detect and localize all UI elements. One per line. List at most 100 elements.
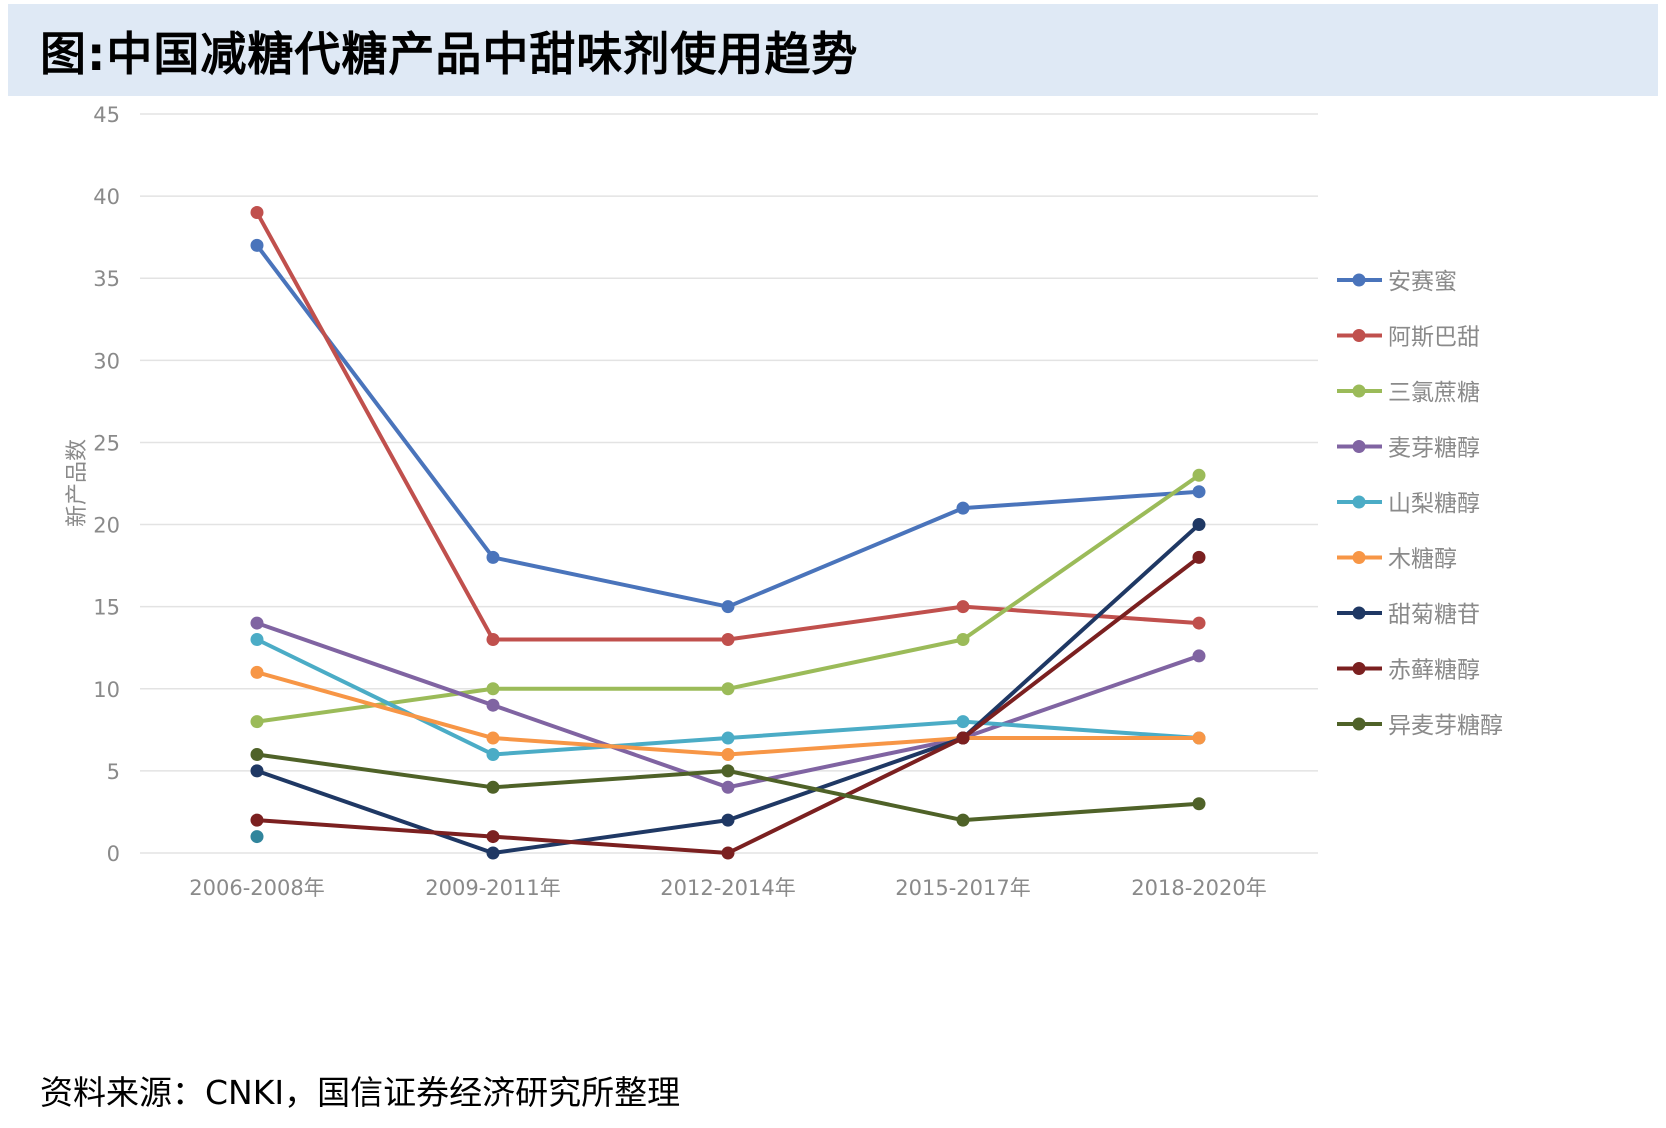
series-lines bbox=[250, 206, 1206, 860]
legend-item: 异麦芽糖醇 bbox=[1337, 713, 1503, 739]
legend-swatch-marker bbox=[1352, 662, 1366, 675]
data-point bbox=[721, 600, 735, 614]
x-tick-label: 2012-2014年 bbox=[660, 876, 795, 900]
legend-label: 山梨糖醇 bbox=[1388, 491, 1480, 517]
legend-item: 山梨糖醇 bbox=[1337, 491, 1480, 517]
data-point bbox=[1192, 468, 1206, 482]
x-tick-label: 2006-2008年 bbox=[189, 876, 324, 900]
x-axis-ticks: 2006-2008年 2009-2011年 2012-2014年 2015-2017年… bbox=[189, 876, 1266, 900]
legend-swatch-marker bbox=[1352, 384, 1366, 398]
series-9 bbox=[250, 747, 1206, 827]
data-point bbox=[956, 715, 970, 729]
data-point bbox=[1192, 485, 1206, 499]
data-point bbox=[250, 764, 264, 778]
x-tick-label: 2015-2017年 bbox=[895, 876, 1030, 900]
series-8 bbox=[250, 550, 1206, 860]
legend-item: 木糖醇 bbox=[1337, 547, 1457, 573]
data-point bbox=[486, 731, 500, 745]
legend-item: 麦芽糖醇 bbox=[1337, 436, 1480, 462]
y-tick-label: 35 bbox=[93, 267, 120, 291]
legend-label: 赤藓糖醇 bbox=[1388, 658, 1480, 684]
series-line bbox=[255, 621, 1201, 790]
y-tick-label: 45 bbox=[93, 103, 120, 127]
data-point bbox=[721, 747, 735, 761]
data-point bbox=[721, 780, 735, 794]
data-point bbox=[1192, 649, 1206, 663]
y-axis-label: 新产品数 bbox=[65, 439, 90, 527]
stray-data-point bbox=[250, 830, 264, 844]
data-point bbox=[486, 747, 500, 761]
data-point bbox=[1192, 518, 1206, 532]
legend-swatch-marker bbox=[1352, 273, 1366, 287]
legend-item: 三氯蔗糖 bbox=[1337, 380, 1480, 406]
legend-swatch-marker bbox=[1352, 329, 1366, 342]
data-point bbox=[486, 830, 500, 844]
data-point bbox=[1192, 731, 1206, 745]
legend-swatch-marker bbox=[1352, 440, 1366, 453]
legend-item: 甜菊糖苷 bbox=[1337, 602, 1480, 628]
data-point bbox=[721, 633, 735, 647]
legend-label: 木糖醇 bbox=[1388, 547, 1457, 573]
data-point bbox=[250, 813, 264, 827]
data-point bbox=[250, 715, 264, 729]
legend-swatch-marker bbox=[1352, 717, 1366, 731]
data-point bbox=[956, 813, 970, 827]
data-point bbox=[486, 846, 500, 860]
y-tick-label: 15 bbox=[93, 596, 120, 620]
data-point bbox=[250, 616, 264, 630]
series-2 bbox=[250, 206, 1206, 647]
y-tick-label: 5 bbox=[107, 760, 120, 784]
legend-label: 麦芽糖醇 bbox=[1388, 436, 1480, 462]
y-tick-label: 25 bbox=[93, 431, 120, 455]
data-point bbox=[721, 682, 735, 696]
data-point bbox=[956, 731, 970, 745]
legend-swatch-marker bbox=[1352, 606, 1366, 620]
data-point bbox=[250, 633, 264, 647]
legend-item: 安赛蜜 bbox=[1337, 269, 1457, 295]
data-point bbox=[250, 747, 264, 761]
legend-label: 异麦芽糖醇 bbox=[1388, 713, 1503, 739]
data-point bbox=[721, 846, 735, 860]
data-point bbox=[486, 633, 500, 647]
data-point bbox=[721, 764, 735, 778]
data-point bbox=[486, 682, 500, 696]
legend-item: 赤藓糖醇 bbox=[1337, 658, 1480, 684]
data-point bbox=[956, 501, 970, 515]
legend-label: 甜菊糖苷 bbox=[1388, 602, 1480, 628]
series-1 bbox=[250, 238, 1206, 614]
data-point bbox=[956, 633, 970, 647]
data-point bbox=[1192, 616, 1206, 630]
page-title: 图:中国减糖代糖产品中甜味剂使用趋势 bbox=[40, 27, 859, 81]
data-point bbox=[250, 206, 264, 220]
legend-item: 阿斯巴甜 bbox=[1337, 325, 1480, 351]
y-tick-label: 10 bbox=[93, 678, 120, 702]
x-tick-label: 2009-2011年 bbox=[425, 876, 560, 900]
y-axis-ticks: 0 5 10 15 20 25 30 35 40 45 bbox=[93, 103, 120, 866]
y-tick-label: 20 bbox=[93, 514, 120, 538]
data-point bbox=[956, 600, 970, 614]
data-point bbox=[486, 550, 500, 564]
legend-swatch-marker bbox=[1352, 551, 1366, 564]
title-bar: 图:中国减糖代糖产品中甜味剂使用趋势 bbox=[8, 4, 1658, 96]
y-tick-label: 30 bbox=[93, 349, 120, 373]
y-tick-label: 0 bbox=[107, 842, 120, 866]
legend-label: 安赛蜜 bbox=[1388, 269, 1457, 295]
data-point bbox=[721, 731, 735, 745]
data-point bbox=[486, 698, 500, 712]
data-point bbox=[1192, 550, 1206, 564]
series-3 bbox=[250, 468, 1206, 729]
data-point bbox=[721, 813, 735, 827]
series-6 bbox=[250, 665, 1206, 761]
legend-label: 阿斯巴甜 bbox=[1388, 325, 1480, 351]
legend-label: 三氯蔗糖 bbox=[1388, 380, 1480, 406]
source-note: 资料来源：CNKI，国信证券经济研究所整理 bbox=[40, 1073, 681, 1112]
y-tick-label: 40 bbox=[93, 185, 120, 209]
data-point bbox=[486, 780, 500, 794]
series-line bbox=[255, 243, 1201, 609]
data-point bbox=[250, 238, 264, 252]
data-point bbox=[1192, 797, 1206, 811]
series-5 bbox=[250, 633, 1206, 761]
data-point bbox=[250, 665, 264, 679]
